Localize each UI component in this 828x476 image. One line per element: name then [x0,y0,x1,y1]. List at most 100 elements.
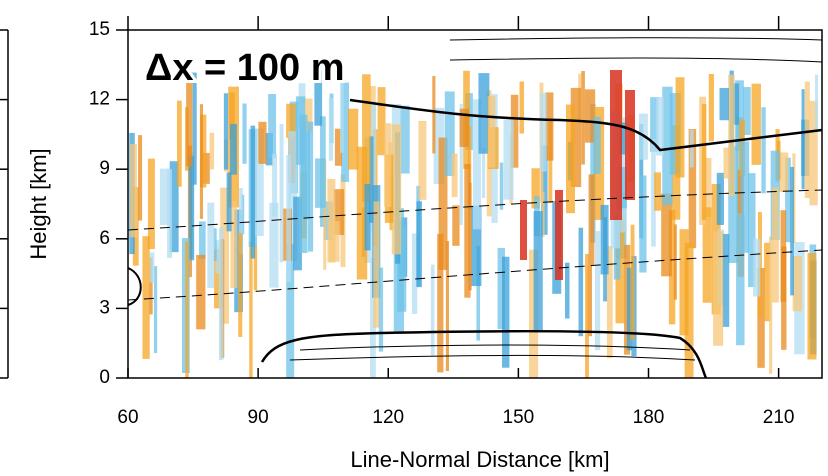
shading [391,124,402,255]
shading [229,123,237,175]
shading [801,89,805,190]
contour-line [127,189,823,231]
shading [688,129,697,249]
shading [258,121,267,164]
shading [220,187,229,324]
shading [373,201,380,328]
shading [438,137,448,270]
shading [804,81,810,199]
shading [732,83,740,125]
shading [347,108,359,170]
shading [487,96,496,168]
shading [444,91,455,177]
shading [142,236,150,359]
shading [149,252,155,283]
shading [286,155,292,283]
shading [333,189,345,235]
shading [341,82,350,182]
shading [689,130,694,168]
shading [430,264,435,356]
shading [432,75,436,154]
shading [223,93,229,170]
shading [200,114,207,188]
shading [539,93,547,172]
shading [481,147,486,199]
shading [713,231,724,346]
shading [656,96,664,156]
shading [740,141,750,253]
shading [224,139,234,172]
x-tick-label: 180 [633,407,665,428]
shading [286,103,296,138]
shading [815,74,819,130]
y-tick-label: 15 [89,19,110,40]
shading [295,96,306,165]
contour-line [299,344,691,351]
shading [723,147,730,179]
shading [471,205,482,287]
shading [268,93,277,159]
shading [370,258,376,378]
shading [307,121,314,252]
shading [188,156,195,261]
shading [459,108,470,147]
shading [339,81,344,153]
shading [728,146,738,263]
shading [253,246,258,291]
shading [639,175,647,273]
shading [269,202,279,288]
shading [792,256,802,312]
contours [127,37,823,379]
shading [716,172,724,225]
y-tick-label: 6 [99,228,110,249]
shading [610,70,622,220]
shading [499,162,504,210]
shading [226,172,232,232]
contour-line [127,249,823,301]
shading [584,89,596,143]
contour-line [127,267,142,306]
shading [368,136,374,223]
y-tick-label: 9 [99,158,110,179]
shading [684,242,694,378]
shading [769,236,773,374]
shading [581,71,585,165]
shading [743,87,751,135]
shading [630,224,635,341]
shading [411,233,418,314]
shading [650,97,659,152]
shading [735,80,744,151]
shading [519,81,525,134]
shading [304,98,313,132]
shading [149,257,153,315]
shading [570,87,582,188]
shading [807,253,817,360]
shading [364,183,371,251]
shading [785,157,791,243]
y-tick-label: 12 [89,89,110,110]
shading [593,116,601,175]
shading [437,233,444,373]
shading [176,100,182,187]
shading [452,205,460,246]
shading [130,143,137,238]
shading [334,128,342,166]
shading [393,208,405,334]
shading [286,243,295,378]
shading [757,267,765,368]
shading [250,125,256,259]
shading [288,131,298,261]
shading [167,169,173,258]
shading [503,119,514,200]
shading [230,201,238,289]
shading [751,83,761,165]
shading [675,77,685,178]
shading [159,168,170,226]
shading [753,238,761,297]
shading [214,249,224,309]
shading [708,73,714,142]
shading [254,128,264,236]
shading [279,123,284,263]
shading [153,266,158,354]
